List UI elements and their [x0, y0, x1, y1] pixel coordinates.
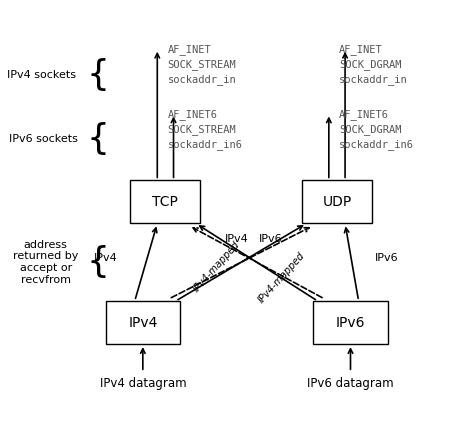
Text: AF_INET6
SOCK_DGRAM
sockaddr_in6: AF_INET6 SOCK_DGRAM sockaddr_in6	[339, 109, 414, 150]
Text: IPv4: IPv4	[94, 253, 118, 263]
FancyBboxPatch shape	[130, 181, 200, 224]
Text: IPv4: IPv4	[225, 233, 248, 243]
Text: {: {	[86, 122, 109, 156]
Text: UDP: UDP	[322, 195, 352, 209]
Text: IPv4 sockets: IPv4 sockets	[7, 70, 76, 80]
Text: IPv4 datagram: IPv4 datagram	[99, 377, 186, 390]
Text: {: {	[86, 245, 109, 279]
FancyBboxPatch shape	[106, 301, 180, 344]
Text: {: {	[86, 58, 109, 92]
Text: AF_INET6
SOCK_STREAM
sockaddr_in6: AF_INET6 SOCK_STREAM sockaddr_in6	[168, 109, 243, 150]
FancyBboxPatch shape	[313, 301, 388, 344]
Text: IPv4: IPv4	[128, 316, 157, 330]
Text: AF_INET
SOCK_STREAM
sockaddr_in: AF_INET SOCK_STREAM sockaddr_in	[168, 45, 236, 85]
Text: TCP: TCP	[152, 195, 178, 209]
Text: IPv4-mapped: IPv4-mapped	[256, 250, 307, 305]
Text: address
returned by
accept or
recvfrom: address returned by accept or recvfrom	[13, 240, 78, 285]
Text: IPv6: IPv6	[336, 316, 365, 330]
Text: IPv6: IPv6	[375, 253, 399, 263]
Text: IPv6 datagram: IPv6 datagram	[307, 377, 394, 390]
Text: AF_INET
SOCK_DGRAM
sockaddr_in: AF_INET SOCK_DGRAM sockaddr_in	[339, 45, 408, 85]
Text: IPv4-mapped: IPv4-mapped	[191, 239, 241, 294]
Text: IPv6 sockets: IPv6 sockets	[9, 135, 78, 145]
Text: IPv6: IPv6	[259, 233, 282, 243]
FancyBboxPatch shape	[302, 181, 372, 224]
